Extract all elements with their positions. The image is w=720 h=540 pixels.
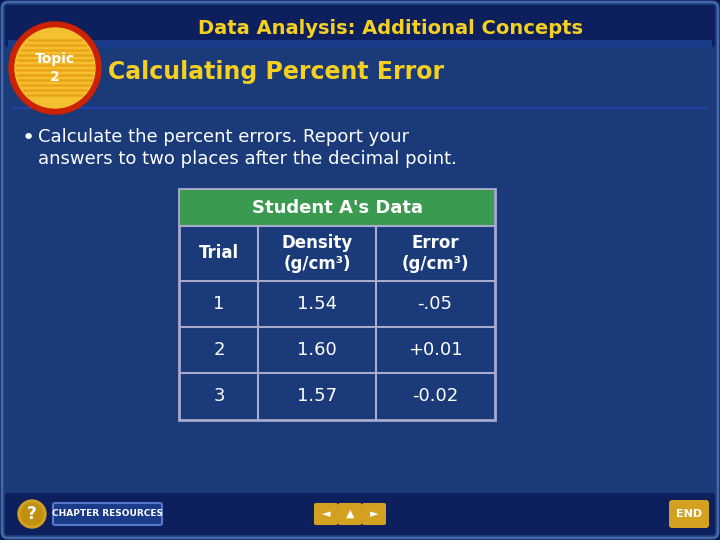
Text: -.05: -.05 <box>418 295 452 313</box>
FancyBboxPatch shape <box>669 500 709 528</box>
Text: Topic
2: Topic 2 <box>35 52 75 84</box>
Text: •: • <box>22 128 35 148</box>
Text: CHAPTER RESOURCES: CHAPTER RESOURCES <box>52 510 163 518</box>
Text: 1.54: 1.54 <box>297 295 337 313</box>
Circle shape <box>21 503 43 525</box>
FancyBboxPatch shape <box>5 5 715 47</box>
Text: Data Analysis: Additional Concepts: Data Analysis: Additional Concepts <box>197 18 582 37</box>
Text: 1.57: 1.57 <box>297 387 337 405</box>
FancyBboxPatch shape <box>362 503 386 525</box>
FancyBboxPatch shape <box>338 503 362 525</box>
FancyBboxPatch shape <box>180 190 494 226</box>
Text: Trial: Trial <box>199 245 239 262</box>
Text: END: END <box>676 509 702 519</box>
Circle shape <box>9 22 101 114</box>
Text: Student A's Data: Student A's Data <box>251 199 423 217</box>
FancyBboxPatch shape <box>179 189 495 420</box>
Text: -0.02: -0.02 <box>412 387 458 405</box>
Text: ?: ? <box>27 505 37 523</box>
Text: 1: 1 <box>213 295 225 313</box>
FancyBboxPatch shape <box>8 40 712 48</box>
Text: ▲: ▲ <box>346 509 354 519</box>
Text: Error
(g/cm³): Error (g/cm³) <box>401 234 469 273</box>
Text: +0.01: +0.01 <box>408 341 462 359</box>
Text: Density
(g/cm³): Density (g/cm³) <box>282 234 353 273</box>
Circle shape <box>15 28 95 108</box>
Text: ►: ► <box>370 509 378 519</box>
FancyBboxPatch shape <box>314 503 338 525</box>
Text: 1.60: 1.60 <box>297 341 337 359</box>
Text: ◄: ◄ <box>322 509 330 519</box>
Text: 2: 2 <box>213 341 225 359</box>
Circle shape <box>18 500 46 528</box>
FancyBboxPatch shape <box>53 503 162 525</box>
FancyBboxPatch shape <box>5 493 715 535</box>
Text: Calculate the percent errors. Report your: Calculate the percent errors. Report you… <box>38 128 409 146</box>
Text: answers to two places after the decimal point.: answers to two places after the decimal … <box>38 150 457 168</box>
Text: 3: 3 <box>213 387 225 405</box>
Text: Calculating Percent Error: Calculating Percent Error <box>108 60 444 84</box>
